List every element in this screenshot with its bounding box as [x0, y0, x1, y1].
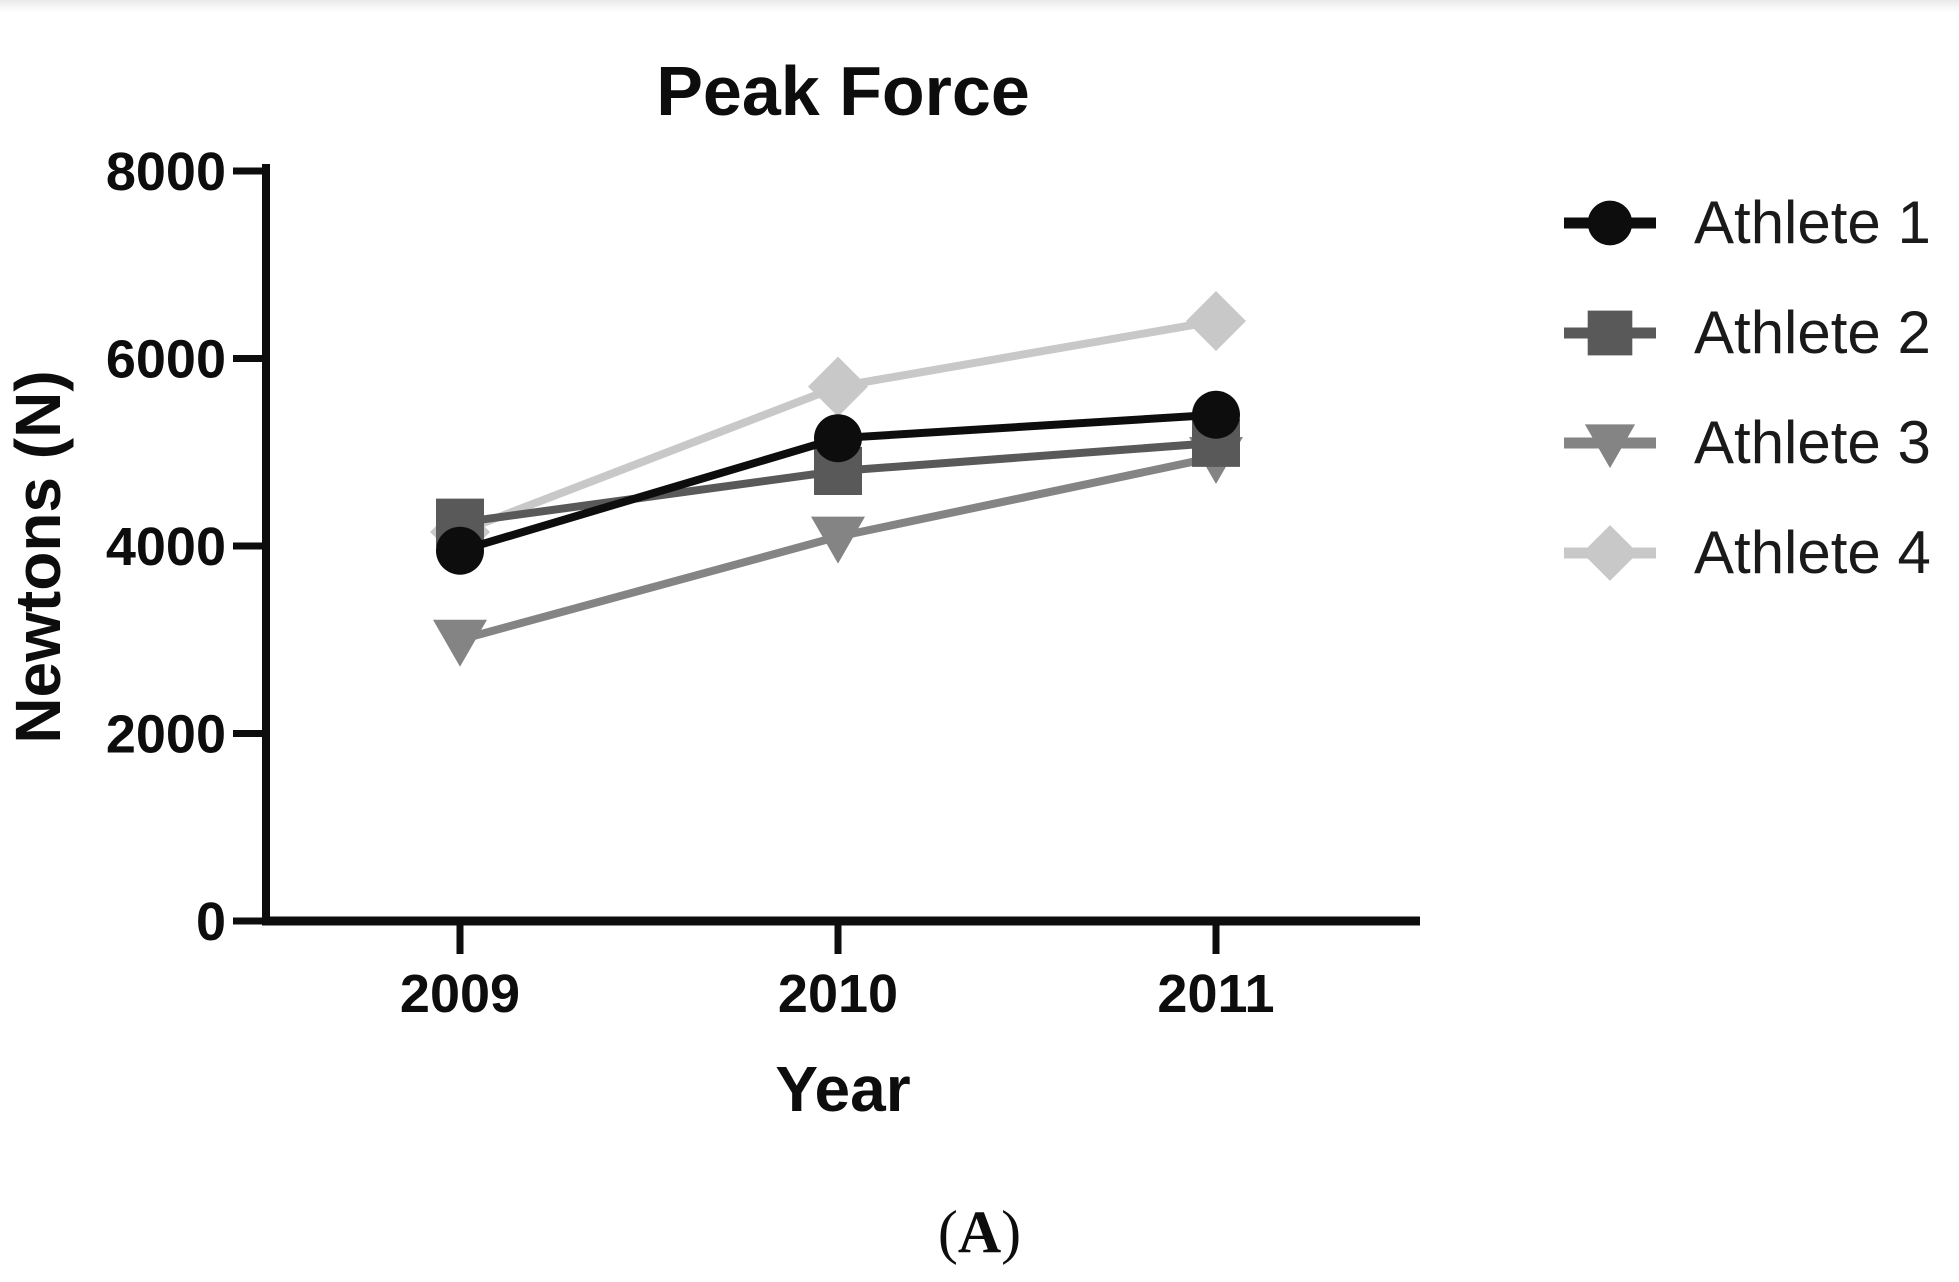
square-marker-icon — [1587, 310, 1633, 355]
x-tick-label: 2009 — [400, 964, 520, 1024]
legend-item-athlete-4: Athlete 4 — [1562, 518, 1931, 587]
diamond-marker-icon — [1582, 524, 1638, 581]
circle-marker-icon — [436, 526, 484, 575]
legend-label: Athlete 3 — [1694, 409, 1931, 476]
triangle-down-marker-icon — [1584, 423, 1636, 468]
triangle-down-marker-icon — [811, 516, 865, 564]
circle-marker-icon — [1192, 390, 1240, 439]
series-athlete-1 — [436, 390, 1240, 575]
y-tick-label: 8000 — [106, 142, 226, 202]
diamond-legend-marker-icon — [1564, 524, 1656, 581]
legend-label: Athlete 4 — [1694, 519, 1931, 586]
y-tick-label: 0 — [196, 892, 226, 952]
legend-item-athlete-2: Athlete 2 — [1562, 298, 1931, 367]
window-top-strip — [0, 0, 1959, 12]
legend-item-athlete-3: Athlete 3 — [1562, 408, 1931, 477]
diamond-marker-icon — [808, 356, 868, 417]
triangle-down-marker-icon — [433, 619, 487, 667]
circle-marker-icon — [1587, 200, 1633, 245]
legend-label: Athlete 2 — [1694, 299, 1931, 366]
y-tick-label: 4000 — [106, 517, 226, 577]
legend-item-athlete-1: Athlete 1 — [1562, 188, 1931, 257]
x-axis-title: Year — [775, 1053, 911, 1125]
circle-marker-icon — [814, 414, 862, 463]
panel-caption: (A) — [937, 1199, 1022, 1265]
chart-title: Peak Force — [656, 51, 1030, 130]
x-tick-label: 2011 — [1157, 964, 1274, 1024]
square-marker-icon — [814, 447, 862, 495]
x-tick-label: 2010 — [778, 964, 898, 1024]
triangle-down-legend-marker-icon — [1564, 423, 1656, 468]
diamond-marker-icon — [1186, 291, 1246, 351]
legend-label: Athlete 1 — [1694, 189, 1931, 256]
legend: Athlete 1 Athlete 2 Athlete 3 Athlete 4 — [1562, 188, 1931, 587]
y-tick-label: 6000 — [106, 330, 226, 390]
square-legend-marker-icon — [1564, 310, 1656, 355]
circle-legend-marker-icon — [1564, 200, 1656, 245]
y-tick-label: 2000 — [106, 705, 226, 765]
